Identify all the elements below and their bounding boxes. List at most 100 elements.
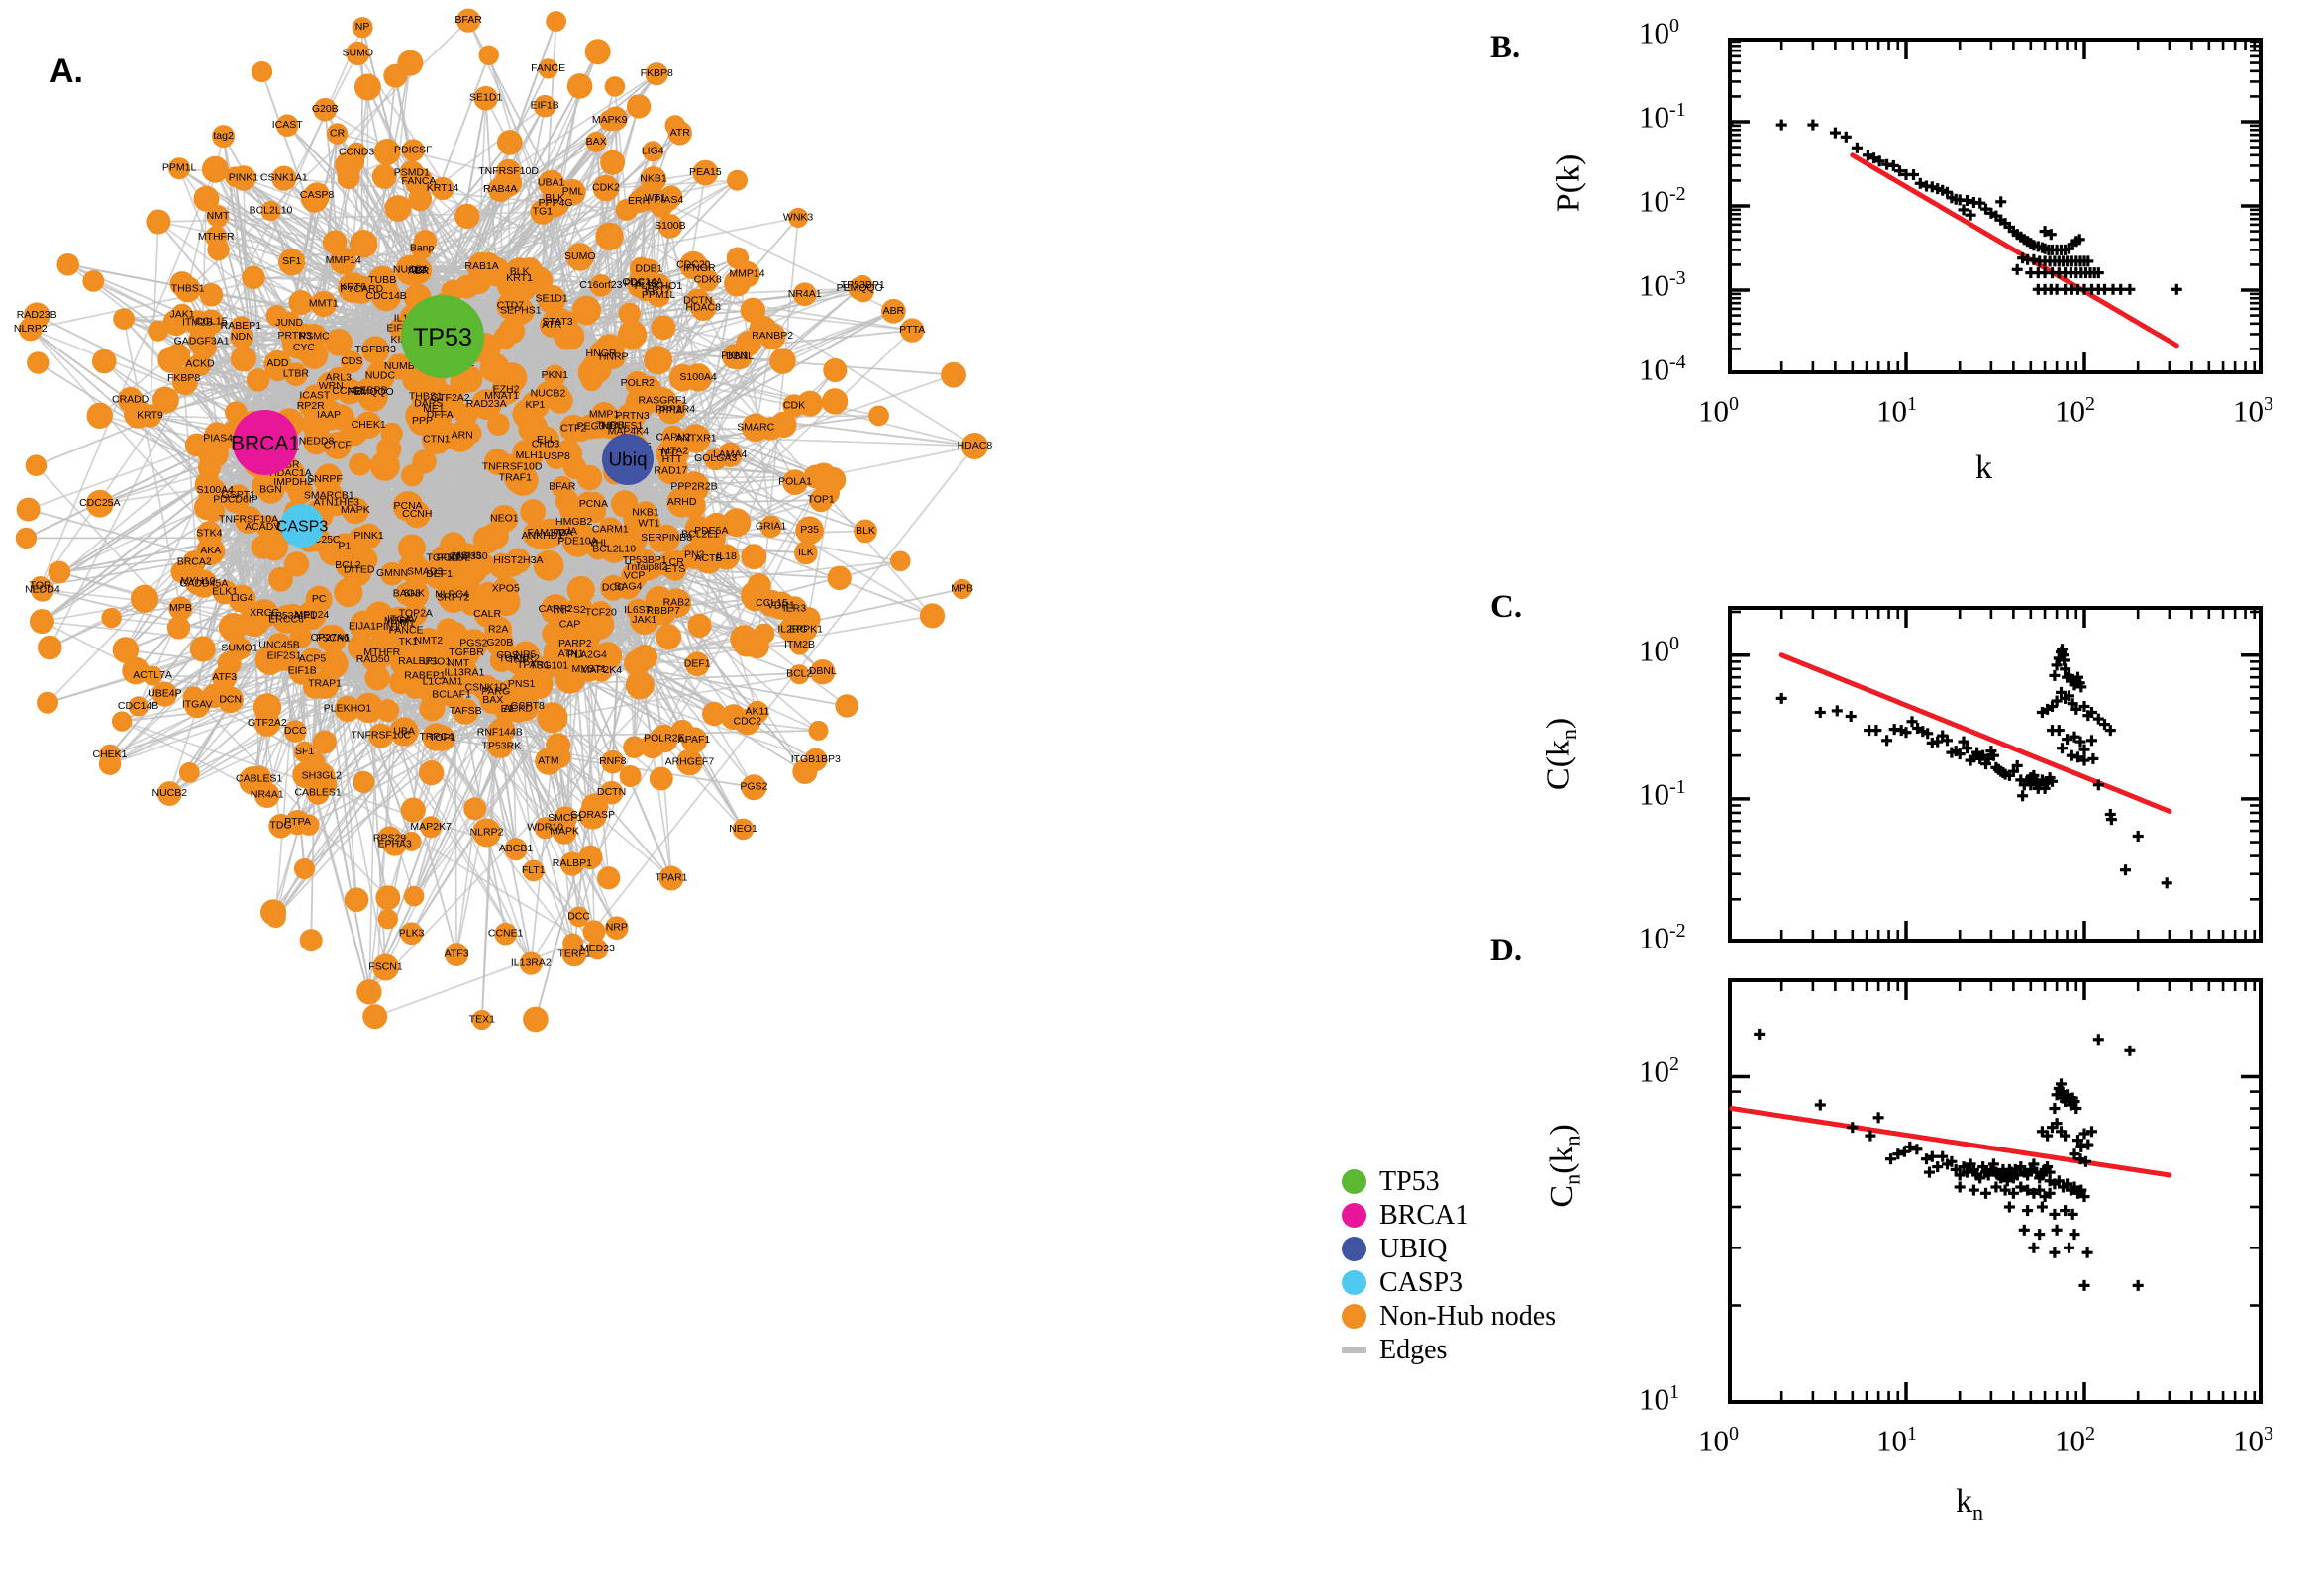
non-hub-node[interactable] [617, 403, 640, 427]
non-hub-node[interactable] [340, 350, 363, 373]
non-hub-node[interactable] [92, 349, 117, 374]
non-hub-node[interactable] [507, 272, 538, 302]
non-hub-node[interactable] [85, 489, 114, 518]
non-hub-node[interactable] [758, 323, 786, 350]
non-hub-node[interactable] [503, 466, 527, 490]
non-hub-node[interactable] [668, 364, 697, 392]
non-hub-node[interactable] [313, 97, 338, 122]
non-hub-node[interactable] [868, 405, 889, 427]
non-hub-node[interactable] [419, 760, 445, 786]
non-hub-node[interactable] [419, 695, 446, 722]
non-hub-node[interactable] [349, 230, 378, 258]
non-hub-node[interactable] [412, 449, 437, 474]
non-hub-node[interactable] [392, 490, 424, 522]
non-hub-node[interactable] [339, 553, 364, 580]
non-hub-node[interactable] [312, 730, 337, 754]
non-hub-node[interactable] [586, 938, 609, 960]
non-hub-node[interactable] [507, 297, 535, 325]
non-hub-node[interactable] [212, 665, 238, 691]
non-hub-node[interactable] [362, 1004, 388, 1030]
non-hub-node[interactable] [476, 581, 500, 605]
non-hub-node[interactable] [599, 780, 624, 805]
non-hub-node[interactable] [544, 445, 569, 469]
non-hub-node[interactable] [585, 131, 607, 152]
non-hub-node[interactable] [821, 388, 849, 415]
non-hub-node[interactable] [421, 424, 452, 454]
non-hub-node[interactable] [130, 584, 159, 613]
non-hub-node[interactable] [559, 851, 585, 876]
non-hub-node[interactable] [827, 565, 852, 590]
non-hub-node[interactable] [323, 489, 350, 517]
non-hub-node[interactable] [284, 551, 310, 577]
non-hub-node[interactable] [231, 316, 252, 337]
non-hub-node[interactable] [562, 455, 587, 479]
non-hub-node[interactable] [697, 517, 726, 546]
non-hub-node[interactable] [271, 165, 297, 191]
non-hub-node[interactable] [406, 259, 431, 284]
non-hub-node[interactable] [302, 674, 328, 699]
non-hub-node[interactable] [651, 315, 676, 341]
non-hub-node[interactable] [228, 637, 252, 660]
non-hub-node[interactable] [346, 142, 367, 163]
non-hub-node[interactable] [540, 594, 571, 625]
non-hub-node[interactable] [371, 164, 397, 189]
non-hub-node[interactable] [505, 548, 532, 574]
non-hub-node[interactable] [533, 94, 556, 118]
non-hub-node[interactable] [504, 695, 533, 723]
non-hub-node[interactable] [260, 200, 281, 222]
non-hub-node[interactable] [15, 527, 38, 549]
non-hub-node[interactable] [619, 765, 642, 787]
non-hub-node[interactable] [653, 524, 680, 552]
non-hub-node[interactable] [166, 616, 191, 640]
non-hub-node[interactable] [681, 424, 711, 453]
non-hub-node[interactable] [354, 692, 384, 724]
non-hub-node[interactable] [595, 222, 624, 250]
non-hub-node[interactable] [148, 320, 169, 342]
non-hub-node[interactable] [156, 781, 182, 806]
non-hub-node[interactable] [565, 243, 594, 271]
non-hub-node[interactable] [349, 452, 371, 476]
non-hub-node[interactable] [769, 348, 796, 374]
non-hub-node[interactable] [364, 665, 390, 691]
non-hub-node[interactable] [588, 341, 614, 367]
non-hub-node[interactable] [198, 309, 224, 335]
non-hub-node[interactable] [535, 381, 561, 407]
non-hub-node[interactable] [430, 545, 456, 572]
non-hub-node[interactable] [627, 190, 651, 213]
non-hub-node[interactable] [128, 696, 149, 717]
non-hub-node[interactable] [205, 226, 228, 249]
non-hub-node[interactable] [657, 214, 683, 239]
non-hub-node[interactable] [375, 885, 401, 911]
non-hub-node[interactable] [684, 651, 710, 677]
non-hub-node[interactable] [380, 561, 404, 586]
non-hub-node[interactable] [225, 166, 246, 187]
non-hub-node[interactable] [316, 773, 338, 795]
non-hub-node[interactable] [494, 922, 517, 946]
non-hub-node[interactable] [38, 635, 62, 660]
non-hub-node[interactable] [275, 114, 299, 137]
non-hub-node[interactable] [492, 588, 521, 617]
non-hub-node[interactable] [687, 613, 712, 639]
non-hub-node[interactable] [178, 761, 200, 783]
non-hub-node[interactable] [473, 85, 499, 111]
non-hub-node[interactable] [624, 649, 651, 677]
non-hub-node[interactable] [472, 818, 501, 848]
non-hub-node[interactable] [112, 637, 140, 663]
non-hub-node[interactable] [400, 797, 426, 823]
non-hub-node[interactable] [585, 411, 613, 439]
hub-node-tp53[interactable]: TP53 [401, 295, 484, 378]
non-hub-node[interactable] [82, 270, 105, 292]
non-hub-node[interactable] [99, 744, 121, 766]
non-hub-node[interactable] [252, 473, 276, 498]
non-hub-node[interactable] [29, 609, 54, 635]
non-hub-node[interactable] [101, 607, 122, 629]
non-hub-node[interactable] [174, 276, 201, 303]
non-hub-node[interactable] [143, 665, 163, 686]
non-hub-node[interactable] [389, 717, 419, 747]
non-hub-node[interactable] [489, 735, 513, 758]
non-hub-node[interactable] [31, 577, 54, 602]
non-hub-node[interactable] [644, 346, 673, 375]
non-hub-node[interactable] [746, 635, 769, 659]
non-hub-node[interactable] [48, 560, 71, 584]
non-hub-node[interactable] [852, 274, 873, 296]
